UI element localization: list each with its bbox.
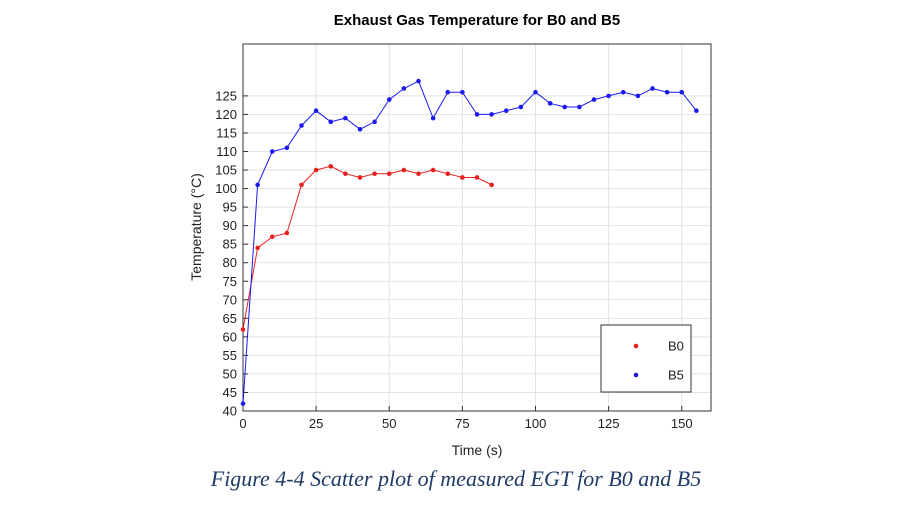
legend-marker-b5 <box>633 372 639 378</box>
y-tick-label: 75 <box>223 274 237 289</box>
data-point-b5 <box>386 97 392 102</box>
data-point-b0 <box>328 164 334 169</box>
legend-marker-b0 <box>633 343 639 349</box>
axis-ticks: 0 25 50 75 100 125 150 40 45 50 55 60 65 70 75 80 85 90 95… <box>215 88 692 431</box>
x-tick-label: 50 <box>382 416 396 431</box>
data-point-b0 <box>401 167 407 173</box>
data-point-b5 <box>255 182 260 188</box>
y-tick-label: 65 <box>223 311 237 326</box>
x-tick-label: 0 <box>239 416 246 431</box>
y-tick-label: 100 <box>215 181 237 196</box>
data-point-b5 <box>430 115 436 121</box>
data-point-b0 <box>474 175 480 180</box>
data-point-b5 <box>533 89 538 95</box>
data-point-b5 <box>562 104 568 110</box>
y-tick-label: 90 <box>223 218 237 233</box>
y-tick-label: 115 <box>216 125 237 140</box>
legend-label-b5: B5 <box>668 368 684 383</box>
y-tick-label: 110 <box>216 144 237 159</box>
y-tick-label: 55 <box>223 348 237 363</box>
data-point-b5 <box>474 112 480 117</box>
y-tick-label: 85 <box>223 237 237 252</box>
data-point-b0 <box>460 175 465 180</box>
data-point-b5 <box>591 97 597 102</box>
data-point-b0 <box>240 327 246 332</box>
data-point-b0 <box>343 171 348 177</box>
data-point-b5 <box>694 108 699 114</box>
data-point-b5 <box>547 101 553 106</box>
y-tick-label: 70 <box>223 292 237 307</box>
x-tick-label: 150 <box>671 416 693 431</box>
data-point-b5 <box>372 119 377 125</box>
figure-caption: Figure 4-4 Scatter plot of measured EGT … <box>210 466 702 491</box>
data-point-b5 <box>650 86 655 91</box>
legend: B0 B5 <box>600 324 692 393</box>
y-axis-label: Temperature (°C) <box>188 173 204 281</box>
x-tick-label: 75 <box>455 416 469 431</box>
data-point-b5 <box>679 89 685 95</box>
legend-label-b0: B0 <box>668 339 684 354</box>
y-tick-label: 105 <box>215 163 237 178</box>
y-tick-label: 40 <box>223 404 237 419</box>
data-point-b0 <box>416 171 421 177</box>
data-point-b5 <box>313 108 319 114</box>
plot-area-frame <box>242 43 712 412</box>
data-point-b0 <box>357 175 363 180</box>
x-tick-label: 125 <box>598 416 620 431</box>
y-tick-label: 120 <box>215 107 237 122</box>
data-point-b0 <box>386 171 392 177</box>
data-point-b5 <box>620 89 626 95</box>
series-line-b0 <box>242 165 492 330</box>
x-axis-label: Time (s) <box>452 442 503 458</box>
data-point-b5 <box>328 119 334 125</box>
data-point-b5 <box>503 108 509 114</box>
y-tick-label: 60 <box>223 329 237 344</box>
legend-box <box>600 324 692 393</box>
y-tick-label: 80 <box>223 255 237 270</box>
data-point-b5 <box>489 112 494 117</box>
data-series <box>240 78 699 406</box>
y-tick-label: 45 <box>223 385 237 400</box>
x-tick-label: 100 <box>525 416 547 431</box>
data-point-b5 <box>635 93 641 99</box>
data-point-b5 <box>401 86 407 91</box>
data-point-b5 <box>284 145 290 151</box>
data-point-b5 <box>240 401 246 406</box>
data-point-b5 <box>577 104 582 110</box>
data-point-b0 <box>255 245 260 251</box>
data-point-b0 <box>313 167 319 173</box>
data-point-b0 <box>299 182 304 188</box>
data-point-b0 <box>430 167 436 173</box>
data-point-b0 <box>489 182 494 188</box>
y-tick-label: 95 <box>223 200 237 215</box>
data-point-b5 <box>269 149 275 154</box>
data-point-b5 <box>518 104 524 110</box>
data-point-b5 <box>664 89 670 95</box>
y-tick-label: 50 <box>223 366 237 381</box>
data-point-b0 <box>445 171 451 177</box>
grid-lines <box>242 44 711 412</box>
x-tick-label: 25 <box>309 416 323 431</box>
data-point-b5 <box>445 89 451 95</box>
data-point-b0 <box>284 230 290 236</box>
data-point-b5 <box>299 123 304 128</box>
data-point-b5 <box>606 93 611 99</box>
data-point-b5 <box>357 126 363 132</box>
data-point-b0 <box>269 234 275 240</box>
chart-title: Exhaust Gas Temperature for B0 and B5 <box>334 12 620 29</box>
series-line-b5 <box>242 80 697 404</box>
data-point-b0 <box>372 171 377 177</box>
data-point-b5 <box>416 78 421 84</box>
y-tick-label: 125 <box>215 88 237 103</box>
data-point-b5 <box>343 115 348 121</box>
data-point-b5 <box>460 89 465 95</box>
